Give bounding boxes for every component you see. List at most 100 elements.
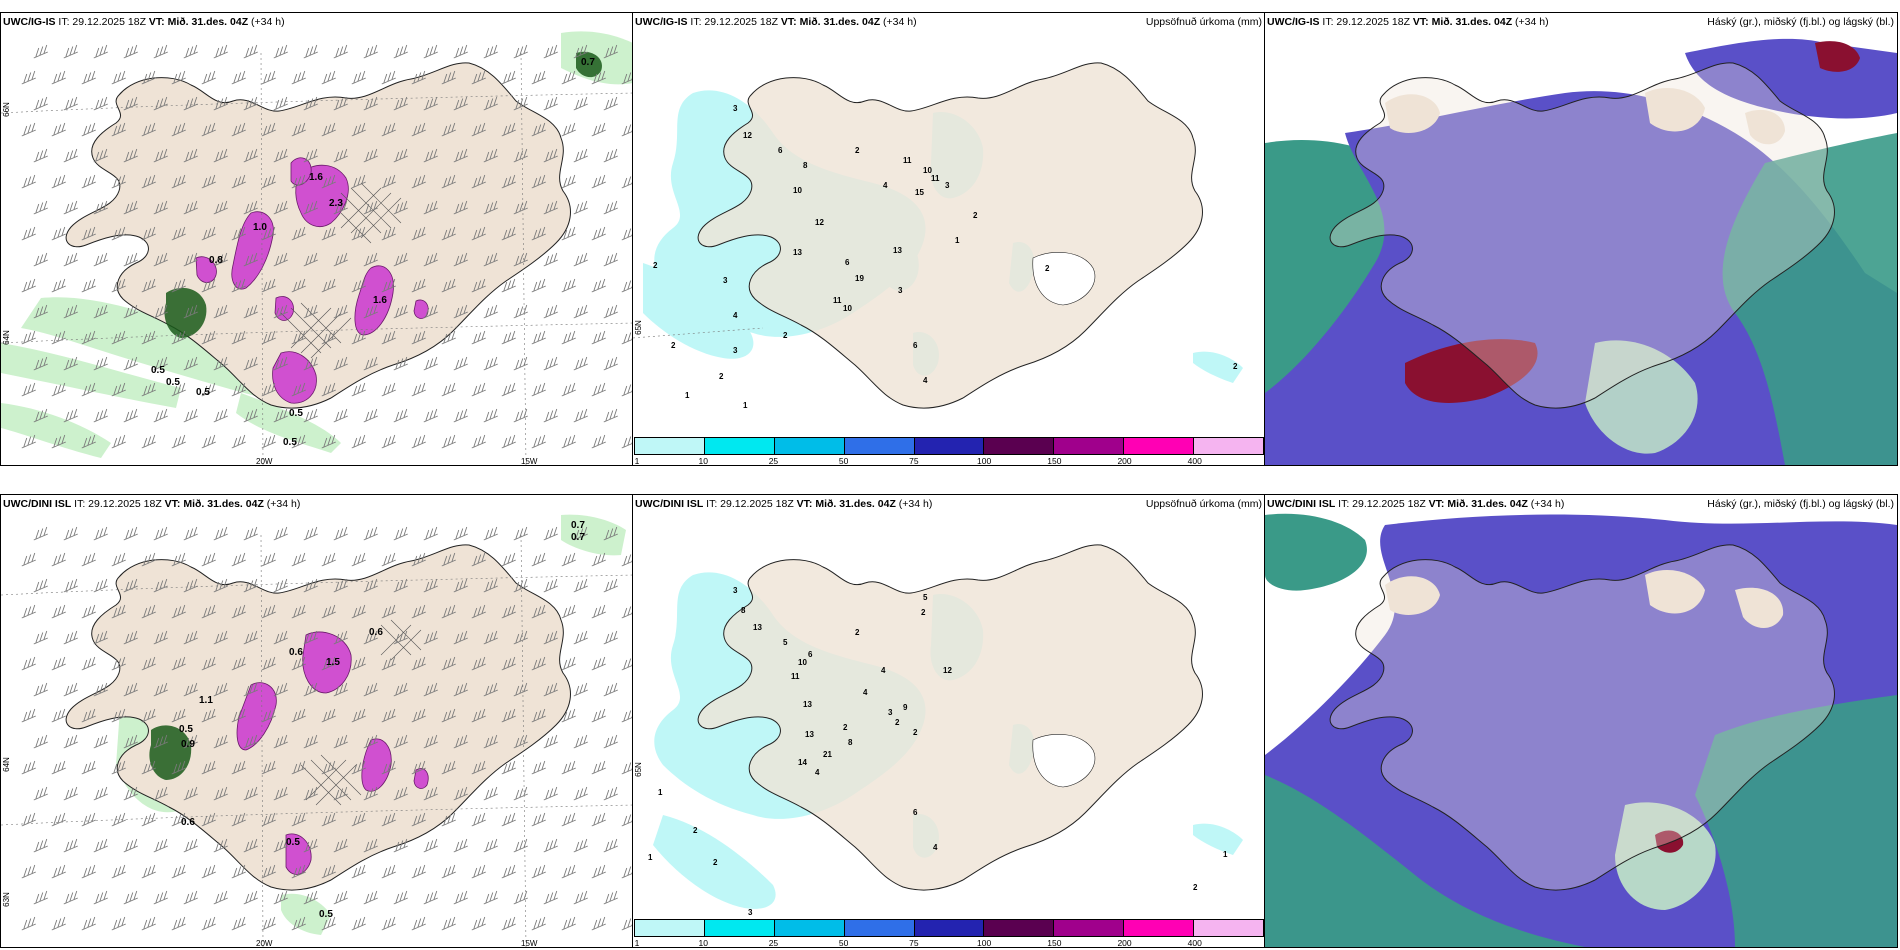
wind-barb <box>351 278 366 293</box>
wind-barb <box>453 578 468 593</box>
wind-barb <box>441 916 456 931</box>
wind-barb <box>93 578 108 593</box>
wind-barb <box>21 708 36 723</box>
wind-barb <box>81 760 96 775</box>
svg-text:2: 2 <box>719 372 724 381</box>
wind-barb <box>141 122 156 137</box>
wind-barb <box>621 918 633 931</box>
wind-barb <box>171 552 186 567</box>
iceland-landmass <box>1329 544 1835 891</box>
wind-barb <box>603 304 618 319</box>
wind-barb <box>351 122 366 137</box>
wind-barb <box>81 330 96 345</box>
wind-barb <box>231 812 246 827</box>
svg-text:1.5: 1.5 <box>326 657 340 668</box>
wind-barb <box>153 838 168 853</box>
wind-barb <box>561 656 576 671</box>
colorbar-tick-label: 150 <box>1047 938 1062 948</box>
wind-barb <box>621 176 633 189</box>
wind-barb <box>81 708 96 723</box>
wind-barb <box>183 200 198 215</box>
svg-text:4: 4 <box>883 181 888 190</box>
wind-barb <box>351 708 366 723</box>
wind-barb <box>273 200 288 215</box>
wind-barb <box>333 252 348 267</box>
wind-barb <box>153 526 168 541</box>
panel-subtitle: Uppsöfnuð úrkoma (mm) <box>1145 498 1262 510</box>
wind-barb <box>501 916 516 931</box>
wind-barb <box>153 304 168 319</box>
wind-barb <box>213 526 228 541</box>
wind-barb <box>183 786 198 801</box>
wind-barb <box>33 630 48 645</box>
svg-text:6: 6 <box>913 341 918 350</box>
svg-text:6: 6 <box>845 258 850 267</box>
wind-barb <box>393 356 408 371</box>
wind-barb <box>363 356 378 371</box>
wind-barb <box>33 682 48 697</box>
svg-text:9: 9 <box>903 703 908 712</box>
wind-barb <box>261 434 276 449</box>
colorbar-swatch <box>704 919 775 937</box>
colorbar-swatch <box>844 919 915 937</box>
wind-barb <box>573 578 588 593</box>
wind-barb <box>333 838 348 853</box>
wind-barb <box>561 174 576 189</box>
wind-barb <box>411 70 426 85</box>
wind-barb <box>123 526 138 541</box>
wind-barb <box>183 356 198 371</box>
colorbar-tick-label: 75 <box>909 456 919 466</box>
panel-header: UWC/DINI ISL IT: 29.12.2025 18Z VT: Mið.… <box>3 498 301 510</box>
wind-barb <box>543 408 558 423</box>
wind-barb <box>531 330 546 345</box>
wind-barb <box>63 526 78 541</box>
wind-barb <box>231 916 246 931</box>
wind-barb <box>51 552 66 567</box>
wind-barb <box>303 408 318 423</box>
wind-barb <box>51 382 66 397</box>
wind-barb <box>183 526 198 541</box>
wind-barb <box>423 200 438 215</box>
svg-text:6: 6 <box>913 808 918 817</box>
svg-text:4: 4 <box>933 843 938 852</box>
wind-barb <box>21 552 36 567</box>
wind-barb <box>63 304 78 319</box>
wind-barb <box>141 330 156 345</box>
wind-barb <box>183 630 198 645</box>
wind-barb <box>561 70 576 85</box>
wind-barb <box>303 578 318 593</box>
wind-barb <box>531 760 546 775</box>
svg-text:1: 1 <box>685 391 690 400</box>
svg-text:2: 2 <box>693 826 698 835</box>
wind-barb <box>111 122 126 137</box>
wind-barb <box>291 760 306 775</box>
svg-text:11: 11 <box>903 156 912 165</box>
wind-barb <box>483 44 498 59</box>
wind-barb <box>441 174 456 189</box>
wind-barb <box>153 630 168 645</box>
wind-barb <box>21 864 36 879</box>
svg-text:1.1: 1.1 <box>199 695 213 706</box>
wind-barb <box>603 682 618 697</box>
wind-barb <box>501 812 516 827</box>
wind-barb <box>573 682 588 697</box>
wind-barb <box>213 44 228 59</box>
wind-barb <box>291 812 306 827</box>
wind-barb <box>273 96 288 111</box>
wind-barb <box>573 526 588 541</box>
wind-barb <box>303 356 318 371</box>
wind-barb <box>453 890 468 905</box>
svg-text:11: 11 <box>931 174 940 183</box>
wind-barb <box>93 734 108 749</box>
wind-barb <box>513 630 528 645</box>
wind-barb <box>123 408 138 423</box>
glacier-white <box>1032 734 1096 788</box>
wind-barb <box>621 228 633 241</box>
wind-barb <box>123 786 138 801</box>
wind-barb <box>111 916 126 931</box>
wind-barb <box>213 200 228 215</box>
wind-barb <box>81 864 96 879</box>
wind-barb <box>591 70 606 85</box>
wind-barb <box>501 226 516 241</box>
wind-barb <box>273 630 288 645</box>
